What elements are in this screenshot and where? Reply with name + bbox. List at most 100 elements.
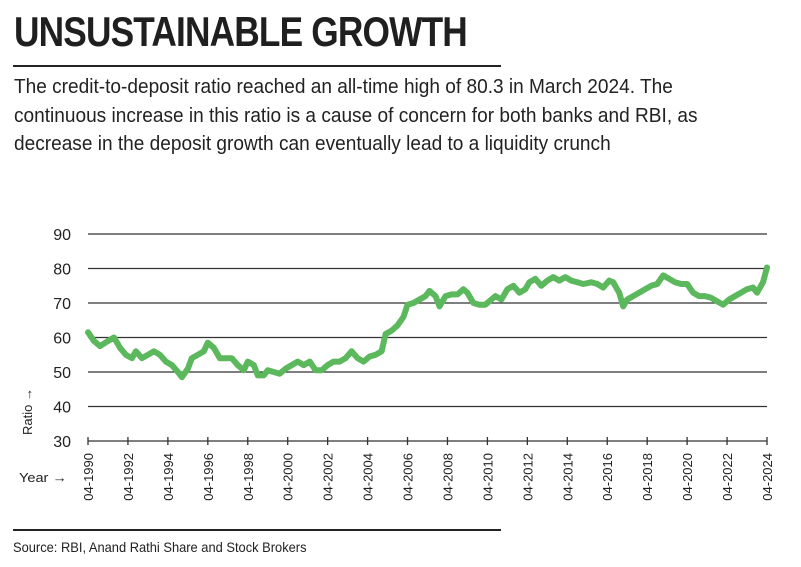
data-point [256,373,260,377]
chart-title: UNSUSTAINABLE GROWTH [14,8,468,55]
data-point [551,275,555,279]
data-point [390,329,394,333]
data-point [581,282,585,286]
data-point [170,363,174,367]
data-point [489,298,493,301]
data-point [505,287,509,291]
data-point [92,339,96,343]
data-point [617,291,621,295]
data-point [206,341,210,345]
data-point [418,298,421,301]
data-point [196,353,200,357]
data-point [533,277,537,281]
data-point [733,294,737,298]
data-point [667,277,671,281]
data-point [438,304,441,308]
data-point [595,282,599,286]
data-point [396,323,399,327]
data-point [344,356,348,360]
data-point [428,289,431,293]
data-point [374,353,378,357]
x-tick-label: 04-2010 [480,453,495,501]
data-point [477,303,481,307]
data-point [402,315,405,319]
data-point [557,279,561,283]
data-point [545,279,549,283]
data-point [152,349,156,353]
data-point [262,373,266,377]
data-point [456,292,459,296]
data-point [589,280,593,284]
y-tick-label: 90 [53,227,71,244]
x-tick-label: 04-2014 [560,453,575,501]
data-point [106,339,110,343]
data-point [601,286,605,289]
y-tick-label: 70 [53,296,71,313]
data-point [511,284,515,288]
data-point [745,287,749,291]
data-point [272,370,276,374]
data-point [356,356,360,360]
data-point [444,294,447,298]
gridlines [88,233,767,408]
data-point [493,294,497,298]
data-point [625,298,629,301]
x-tick-label: 04-1990 [81,453,96,501]
x-tick-label: 04-2004 [361,453,376,501]
x-tick-label: 04-2012 [520,453,535,501]
data-point [338,360,342,364]
data-point [278,372,282,376]
data-point [176,370,180,374]
data-point [180,375,184,379]
data-point [164,360,168,364]
y-tick-label: 30 [53,434,71,451]
x-tick-label: 04-2020 [680,453,695,501]
data-point [569,279,573,283]
data-point [242,368,246,372]
data-point [332,360,336,364]
y-axis-label: Ratio → [20,388,35,435]
data-point [751,286,755,289]
data-point [308,360,312,364]
data-point [86,330,90,334]
data-point [320,368,324,372]
data-point [739,291,743,295]
title-divider [13,65,501,67]
series-line [85,264,770,381]
data-point [685,282,689,286]
data-point [483,303,487,307]
data-point [236,363,240,367]
data-point [649,284,653,288]
data-point [691,291,695,295]
data-point [673,280,677,284]
x-axis-ticks: 04-1990 04-1992 04-1994 04-1996 04-1998 04-20… [81,437,775,501]
series-group [85,264,770,381]
data-point [631,294,635,298]
data-point [302,363,306,367]
data-point [434,294,437,298]
data-point [611,280,615,284]
data-point [527,280,531,284]
data-point [134,349,138,353]
data-point [679,282,683,286]
data-point [721,303,725,307]
data-point [450,292,453,296]
data-point [499,298,503,301]
data-point [539,284,543,288]
x-tick-label: 04-2008 [440,453,455,501]
data-point [703,294,707,298]
data-point [563,275,567,279]
data-point [380,349,384,353]
footer-divider [13,529,501,531]
chart-subtitle: The credit-to-deposit ratio reached an a… [14,75,698,155]
y-axis-ticks: 30 40 50 60 70 80 90 [53,227,71,451]
data-point [471,301,475,305]
data-point [284,367,288,371]
y-tick-label: 80 [53,262,71,279]
y-tick-label: 60 [53,331,71,348]
data-point [350,349,354,353]
y-tick-label: 40 [53,400,71,417]
data-point [523,287,527,291]
data-point [697,294,701,298]
